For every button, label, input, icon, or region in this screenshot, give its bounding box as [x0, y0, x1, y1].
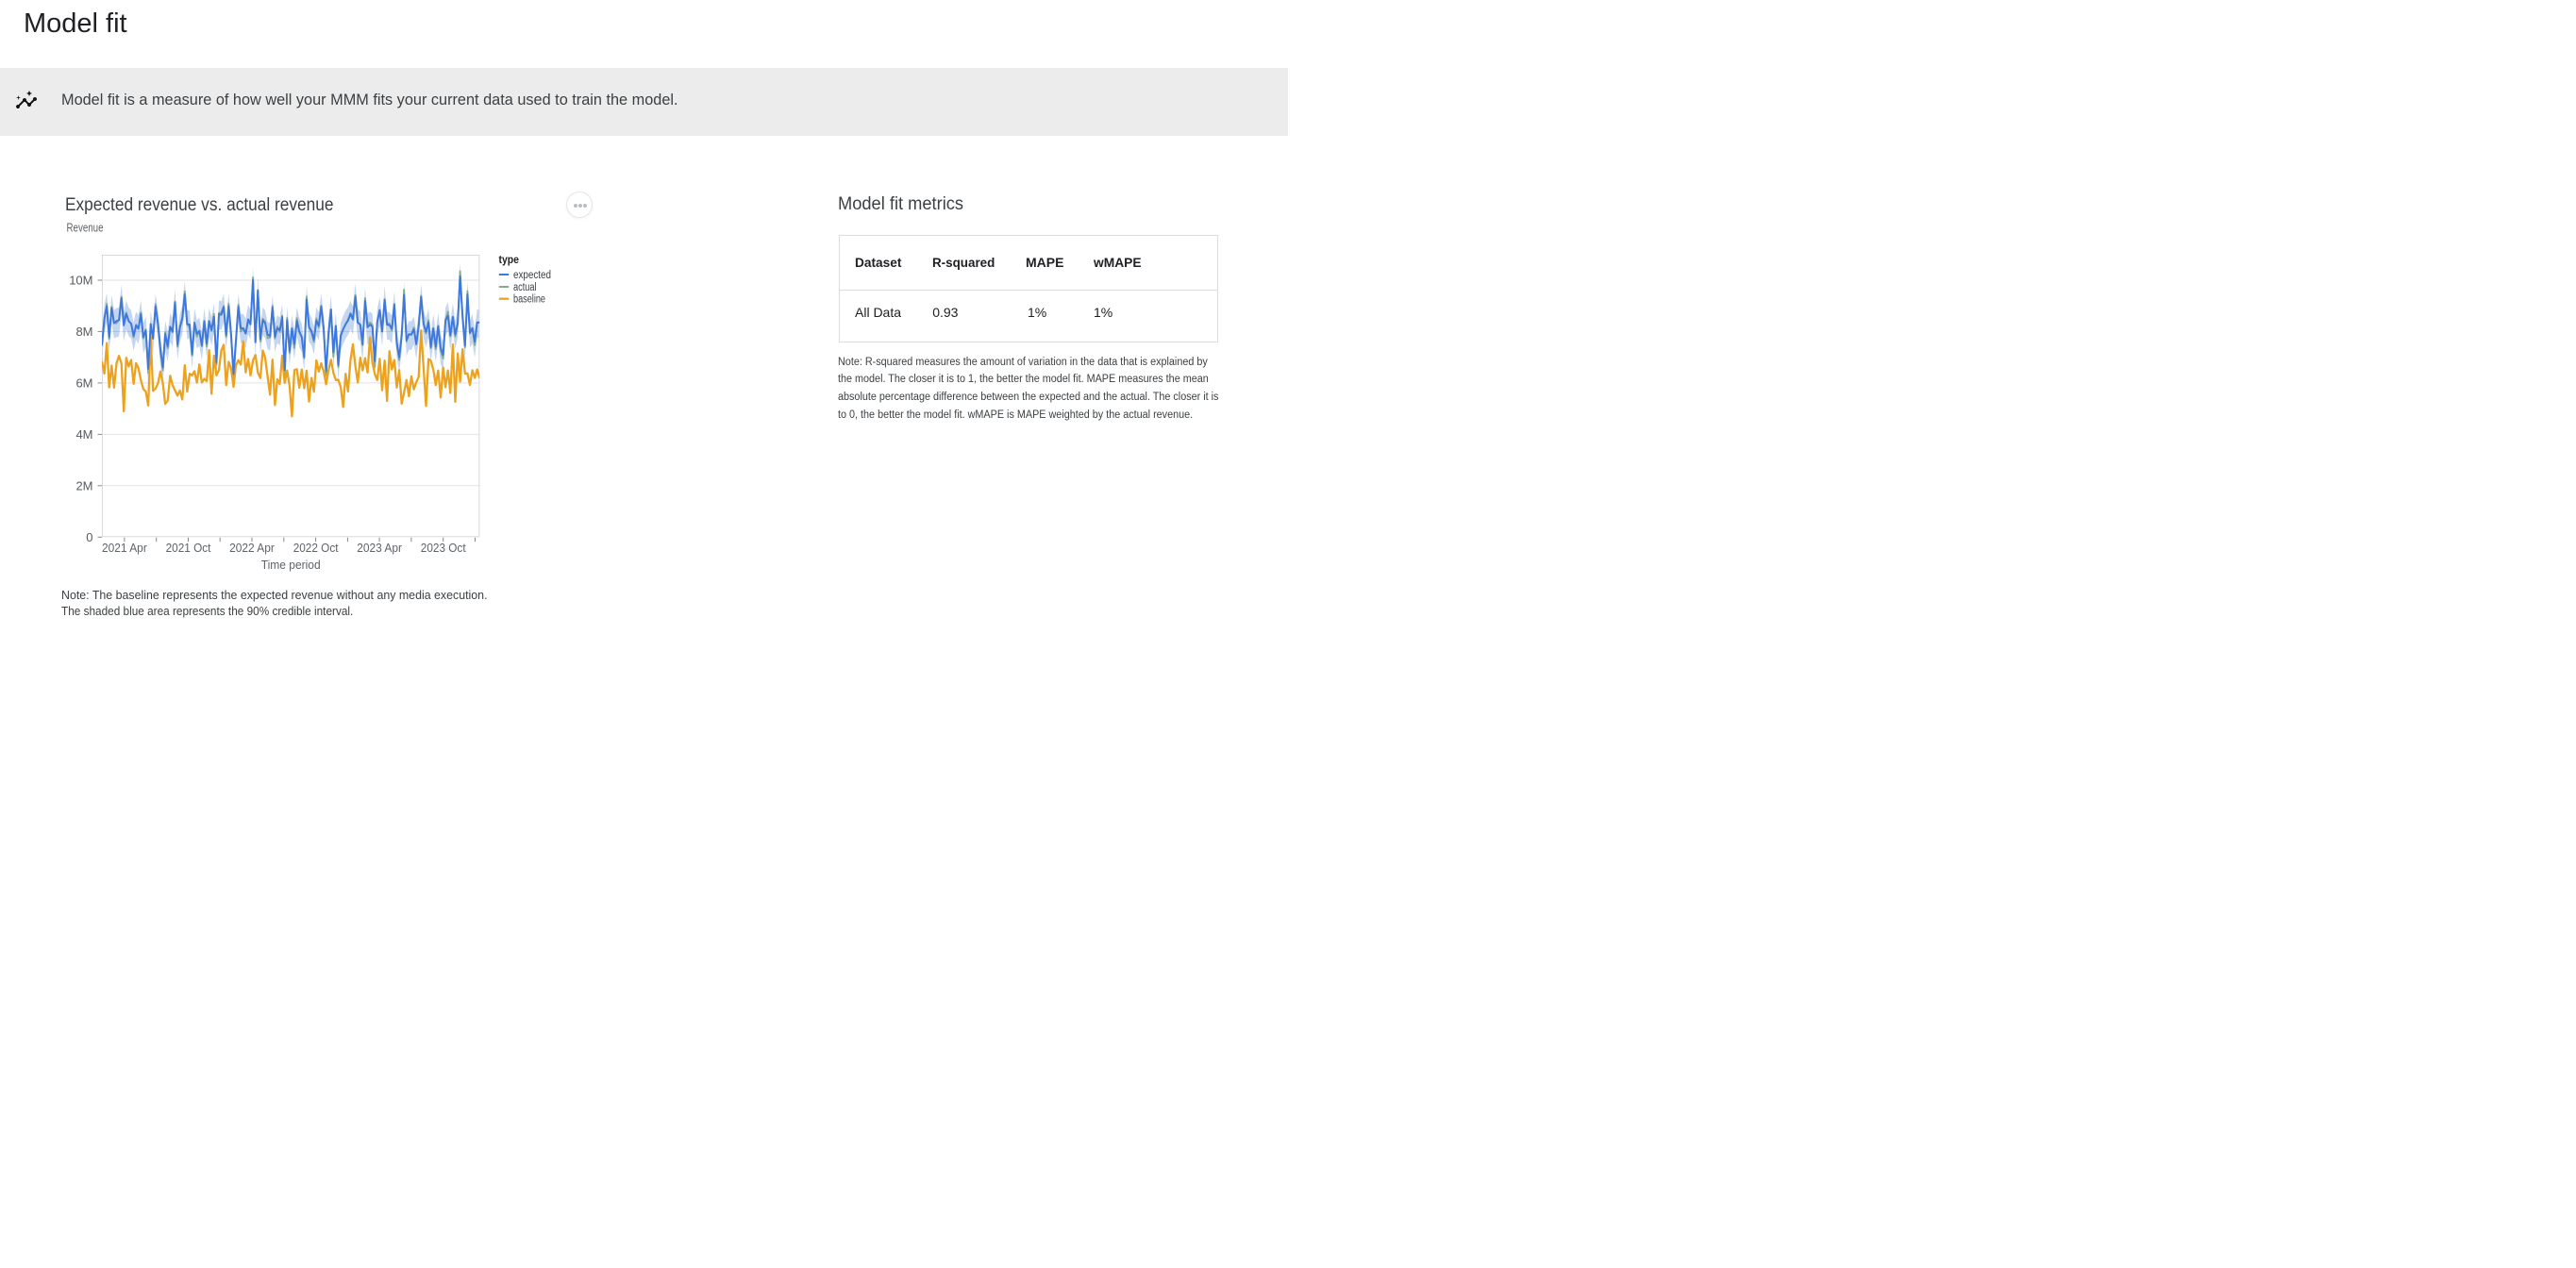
- svg-text:expected: expected: [513, 270, 551, 281]
- svg-text:2023 Apr: 2023 Apr: [357, 542, 402, 555]
- svg-text:2021 Apr: 2021 Apr: [102, 542, 147, 555]
- svg-text:Time period: Time period: [261, 559, 321, 572]
- svg-text:2M: 2M: [75, 478, 92, 492]
- svg-text:actual: actual: [513, 282, 537, 293]
- svg-text:0: 0: [86, 530, 92, 544]
- svg-text:4M: 4M: [75, 427, 92, 442]
- svg-text:6M: 6M: [75, 376, 92, 391]
- svg-text:baseline: baseline: [513, 294, 545, 306]
- svg-text:type: type: [499, 253, 520, 266]
- svg-text:2022 Apr: 2022 Apr: [229, 542, 275, 555]
- svg-text:Revenue: Revenue: [67, 221, 104, 234]
- svg-text:2023 Oct: 2023 Oct: [421, 542, 466, 555]
- svg-text:2022 Oct: 2022 Oct: [293, 542, 339, 555]
- svg-text:10M: 10M: [69, 274, 92, 288]
- svg-text:8M: 8M: [75, 325, 92, 339]
- svg-text:2021 Oct: 2021 Oct: [166, 542, 211, 555]
